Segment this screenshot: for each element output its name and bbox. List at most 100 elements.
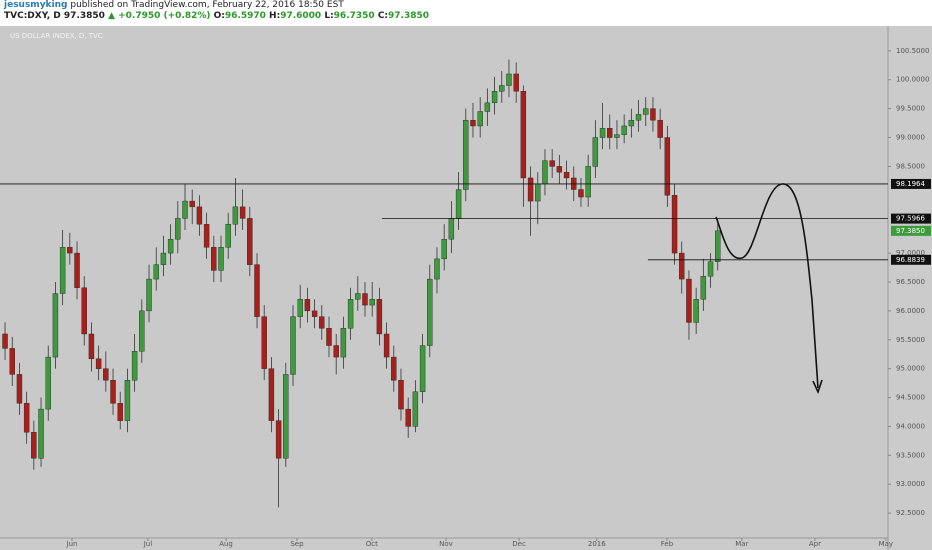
- last: 97.3850: [63, 11, 105, 21]
- candle-body: [499, 85, 505, 92]
- candle-body: [643, 108, 649, 115]
- candle-body: [556, 166, 563, 173]
- candle-body: [391, 356, 397, 381]
- candle-body: [477, 111, 483, 127]
- candle-body: [247, 218, 253, 265]
- candle-body: [347, 299, 354, 329]
- y-tick-label: 95.0000: [896, 365, 925, 373]
- x-tick-label: Aug: [219, 540, 233, 548]
- candle-body: [441, 239, 447, 260]
- y-tick-label: 97.0000: [896, 249, 925, 257]
- author[interactable]: jesusmyking: [4, 0, 68, 10]
- last-price-box: [891, 225, 931, 236]
- candle-body: [578, 189, 584, 198]
- y-tick-label: 100.0000: [896, 76, 929, 84]
- y-tick-label: 95.5000: [896, 336, 925, 344]
- candle-body: [16, 374, 23, 404]
- x-tick-label: 2016: [588, 540, 606, 548]
- candle-body: [67, 247, 73, 254]
- candle-body: [376, 299, 383, 335]
- x-tick-label: Oct: [366, 540, 378, 548]
- candle-body: [650, 108, 656, 121]
- arrow-head: [812, 379, 823, 395]
- candle-body: [203, 223, 210, 248]
- ohlc-value: 96.5970: [224, 11, 266, 21]
- level-box: [891, 213, 931, 224]
- ohlc-value: 96.7350: [333, 11, 375, 21]
- candle-body: [470, 119, 476, 127]
- candle-body: [2, 333, 8, 349]
- ohlc-item: O:96.5970: [214, 11, 269, 21]
- published: published on TradingView.com, February 2…: [70, 0, 344, 10]
- x-tick-label: Apr: [809, 540, 821, 548]
- candle-body: [182, 200, 188, 219]
- candle-body: [311, 310, 318, 317]
- candle-body: [621, 125, 627, 135]
- candle-body: [211, 247, 217, 271]
- level-box: [891, 254, 931, 265]
- candle-body: [304, 299, 311, 312]
- candle-body: [455, 189, 462, 219]
- candle-body: [160, 252, 167, 265]
- candle-body: [527, 177, 534, 202]
- candle-body: [88, 333, 95, 360]
- candle-body: [52, 293, 59, 358]
- candle-body: [679, 252, 685, 280]
- candle-body: [110, 379, 116, 404]
- candle-body: [635, 114, 642, 121]
- candle-body: [398, 379, 404, 410]
- candle-body: [290, 316, 296, 375]
- candle-body: [189, 200, 195, 208]
- x-tick-label: Jun: [66, 540, 78, 548]
- candle-body: [326, 327, 332, 346]
- candle-body: [153, 264, 159, 280]
- candle-body: [412, 391, 419, 427]
- ohlc-item: C:97.3850: [378, 11, 429, 21]
- x-tick-label: Sep: [290, 540, 304, 548]
- candle-body: [628, 119, 635, 127]
- candle-body: [448, 218, 455, 240]
- candle-body: [218, 247, 224, 271]
- ohlc-item: H:97.6000: [269, 11, 324, 21]
- ohlc: O:96.5970 H:97.6000 L:96.7350 C:97.3850: [214, 11, 429, 21]
- candle-body: [232, 206, 239, 225]
- axis-bg: [888, 26, 932, 550]
- candle-body: [81, 287, 87, 335]
- y-tick-label: 94.0000: [896, 422, 925, 430]
- candle-body: [297, 299, 303, 317]
- candle-body: [693, 299, 699, 323]
- candle-body: [707, 261, 714, 277]
- candle-body: [254, 264, 260, 317]
- candle-body: [283, 374, 289, 459]
- x-tick-label: Mar: [735, 540, 748, 548]
- candle-body: [340, 327, 347, 358]
- y-tick-label: 98.5000: [896, 162, 925, 170]
- candle-body: [434, 258, 440, 280]
- candle-body: [592, 137, 599, 167]
- candle-body: [520, 91, 527, 179]
- candle-body: [131, 351, 138, 381]
- candle-body: [383, 333, 390, 358]
- header-line: jesusmyking published on TradingView.com…: [4, 0, 429, 11]
- symbol: TVC:DXY, D: [4, 11, 61, 21]
- candle-body: [513, 73, 519, 92]
- candle-body: [369, 299, 375, 306]
- header: jesusmyking published on TradingView.com…: [4, 0, 429, 22]
- candle-body: [268, 368, 275, 421]
- candle-body: [196, 206, 203, 225]
- plot-bg: [0, 26, 888, 538]
- level-label: 97.5966: [896, 215, 925, 223]
- candle-body: [117, 403, 123, 421]
- candle-body: [664, 137, 671, 196]
- candle-body: [585, 166, 591, 198]
- y-tick-label: 92.5000: [896, 509, 925, 517]
- header-line: TVC:DXY, D 97.3850 ▲ +0.7950 (+0.82%) O:…: [4, 11, 429, 22]
- candle-body: [362, 293, 368, 306]
- candle-body: [139, 310, 145, 352]
- candle-body: [74, 252, 80, 288]
- candle-body: [535, 183, 541, 202]
- level-label: 98.1964: [896, 180, 925, 188]
- candle-body: [95, 358, 102, 369]
- candle-body: [225, 223, 231, 248]
